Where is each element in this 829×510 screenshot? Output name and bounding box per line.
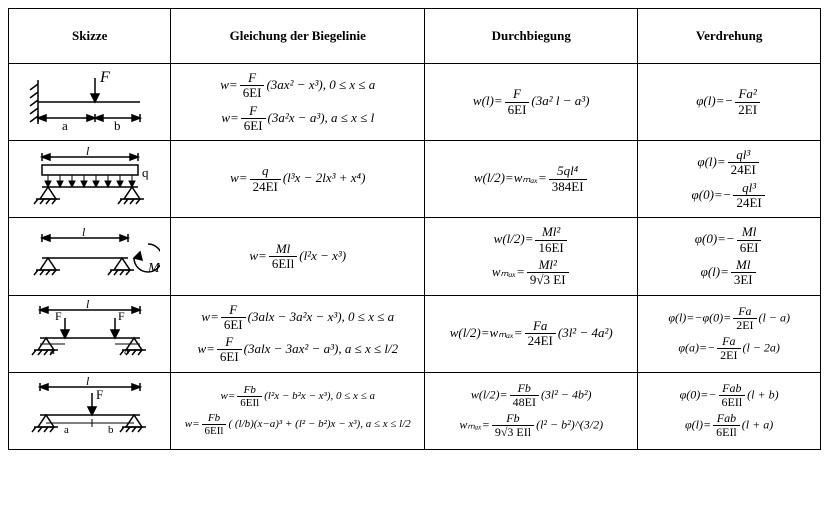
svg-text:l: l bbox=[82, 225, 86, 239]
table-row: l M w=Ml6EIl(l²x − x³) w(l/2)=Ml²16EI wₘ… bbox=[9, 218, 821, 295]
cell-deflection: w(l/2)=Fb48EI(3l² − 4b²) wₘₐₓ=Fb9√3 EIl(… bbox=[425, 372, 638, 449]
table-header-row: Skizze Gleichung der Biegelinie Durchbie… bbox=[9, 9, 821, 64]
table-row: l FF aa w=F6EI(3alx − 3a²x − x³), 0 ≤ x … bbox=[9, 295, 821, 372]
svg-text:q: q bbox=[142, 165, 149, 180]
cell-equation: w=Fb6EIl(l²x − b²x − x³), 0 ≤ x ≤ a w=Fb… bbox=[171, 372, 425, 449]
svg-text:a: a bbox=[64, 424, 69, 436]
cell-deflection: w(l/2)=wₘₐₓ=5ql⁴384EI bbox=[425, 141, 638, 218]
header-durchbiegung: Durchbiegung bbox=[425, 9, 638, 64]
cell-rotation: φ(0)=−Fab6EIl(l + b) φ(l)=Fab6EIl(l + a) bbox=[638, 372, 821, 449]
sketch-simple-distributed: l q bbox=[9, 141, 171, 218]
cell-rotation: φ(l)=−Fa²2EI bbox=[638, 64, 821, 141]
cell-rotation: φ(l)=ql³24EI φ(0)=−ql³24EI bbox=[638, 141, 821, 218]
svg-text:b: b bbox=[114, 118, 121, 133]
sketch-simple-moment: l M bbox=[9, 218, 171, 295]
cell-deflection: w(l)=F6EI(3a² l − a³) bbox=[425, 64, 638, 141]
sketch-cantilever-point: F a b bbox=[9, 64, 171, 141]
svg-text:a: a bbox=[62, 118, 68, 133]
svg-text:b: b bbox=[108, 424, 114, 436]
sketch-simple-offset-load: l F ab bbox=[9, 372, 171, 449]
cell-equation: w=q24EI(l³x − 2lx³ + x⁴) bbox=[171, 141, 425, 218]
svg-text:F: F bbox=[96, 387, 103, 402]
cell-deflection: w(l/2)=wₘₐₓ=Fa24EI(3l² − 4a²) bbox=[425, 295, 638, 372]
svg-text:F: F bbox=[99, 70, 110, 86]
header-gleichung: Gleichung der Biegelinie bbox=[171, 9, 425, 64]
cell-deflection: w(l/2)=Ml²16EI wₘₐₓ=Ml²9√3 EI bbox=[425, 218, 638, 295]
cell-equation: w=Ml6EIl(l²x − x³) bbox=[171, 218, 425, 295]
table-row: F a b w=F6EI(3ax² − x³), 0 ≤ x ≤ a w=F6E… bbox=[9, 64, 821, 141]
svg-text:a: a bbox=[124, 345, 129, 357]
beam-formula-table: Skizze Gleichung der Biegelinie Durchbie… bbox=[8, 8, 821, 450]
svg-text:a: a bbox=[50, 345, 55, 357]
cell-rotation: φ(0)=−Ml6EI φ(l)=Ml3EI bbox=[638, 218, 821, 295]
header-skizze: Skizze bbox=[9, 9, 171, 64]
table-row: l F ab w=Fb6EIl(l²x − b²x − x³), 0 ≤ x ≤… bbox=[9, 372, 821, 449]
table-row: l q w=q24EI(l³x − 2lx³ + x⁴) w(l/2)=wₘₐₓ… bbox=[9, 141, 821, 218]
sketch-simple-two-loads: l FF aa bbox=[9, 295, 171, 372]
svg-text:F: F bbox=[55, 309, 62, 323]
cell-equation: w=F6EI(3ax² − x³), 0 ≤ x ≤ a w=F6EI(3a²x… bbox=[171, 64, 425, 141]
svg-text:F: F bbox=[118, 309, 125, 323]
header-verdrehung: Verdrehung bbox=[638, 9, 821, 64]
svg-text:M: M bbox=[147, 261, 160, 276]
cell-rotation: φ(l)=−φ(0)=Fa2EI(l − a) φ(a)=−Fa2EI(l − … bbox=[638, 295, 821, 372]
cell-equation: w=F6EI(3alx − 3a²x − x³), 0 ≤ x ≤ a w=F6… bbox=[171, 295, 425, 372]
